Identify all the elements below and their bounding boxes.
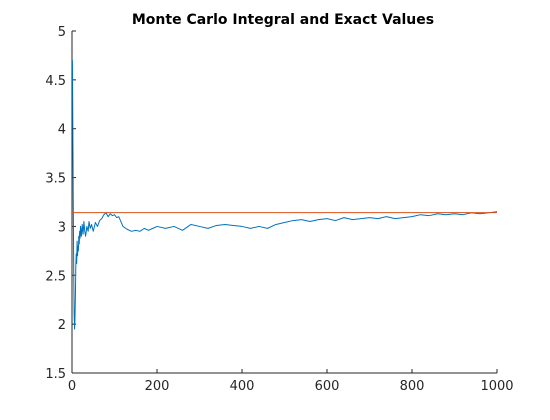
y-tick-label: 1.5 [45,367,66,382]
x-tick-label: 200 [145,379,170,394]
y-tick-label: 3 [58,220,66,235]
y-tick-label: 4 [58,123,66,138]
y-tick-label: 2 [58,318,66,333]
y-tick-label: 4.5 [45,74,66,89]
plot-area [71,60,498,330]
y-tick-label: 2.5 [45,269,66,284]
y-tick-label: 3.5 [45,172,66,187]
x-tick-label: 600 [315,379,340,394]
x-tick-label: 1000 [480,379,513,394]
y-tick-label: 5 [58,25,66,40]
chart-title: Monte Carlo Integral and Exact Values [132,12,434,28]
monte-carlo-series-line [71,60,498,330]
x-tick-label: 0 [68,379,76,394]
x-tick-label: 800 [400,379,425,394]
x-tick-label: 400 [230,379,255,394]
axes: 0 200 400 600 800 1000 1.5 2 2.5 3 3.5 4 4.5 5 [45,25,513,394]
